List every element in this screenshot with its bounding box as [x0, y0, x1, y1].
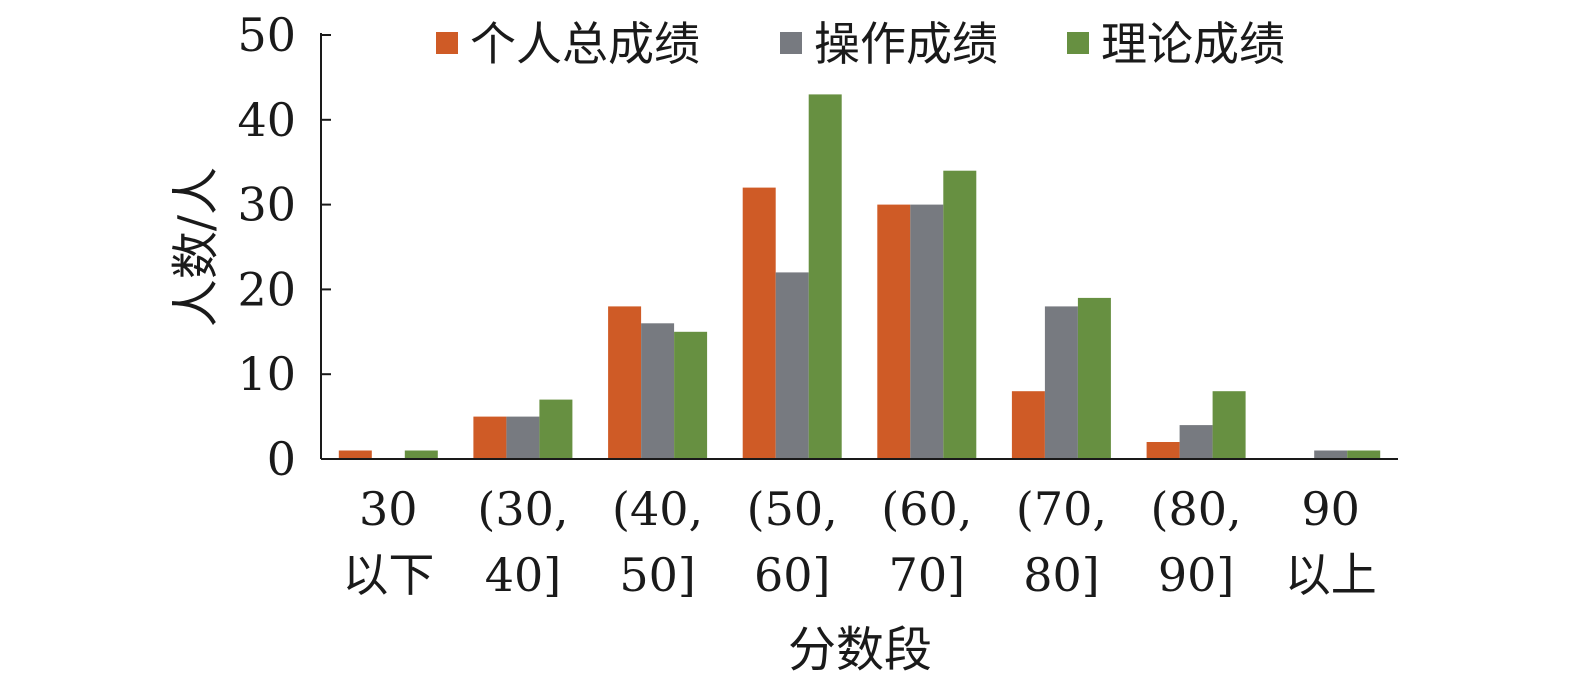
x-tick-label-line2: 40]	[485, 548, 561, 602]
bar-1-4	[742, 187, 776, 459]
x-tick-label-line2: 以下	[342, 548, 434, 602]
bar-2-6	[1044, 306, 1078, 459]
x-tick-label-line1: (50,	[747, 482, 838, 536]
legend-label-3: 理论成绩	[1101, 17, 1285, 71]
bar-1-5	[877, 204, 911, 459]
x-tick-label-line1: (30,	[477, 482, 568, 536]
bar-3-2	[539, 399, 573, 459]
bar-3-4	[808, 94, 842, 460]
bar-1-3	[608, 306, 642, 459]
legend-swatch-2	[780, 32, 802, 54]
x-tick-label-line2: 50]	[619, 548, 695, 602]
bar-2-5	[910, 204, 944, 459]
y-tick-label: 0	[267, 432, 296, 486]
x-axis-label: 分数段	[788, 622, 932, 678]
x-tick-label-line1: (70,	[1016, 482, 1107, 536]
bar-2-3	[641, 323, 675, 459]
x-tick-label-line1: 30	[359, 482, 418, 536]
bar-3-8	[1347, 450, 1381, 459]
y-axis-label: 人数/人	[168, 167, 224, 327]
legend-label-1: 个人总成绩	[470, 17, 700, 71]
legend-label-2: 操作成绩	[814, 17, 998, 71]
axes-group: 0 10 20 30 40 50 30 以下 (30, 40] (40, 50] (50, 60] (60,…	[237, 8, 1398, 602]
x-tick-label-line2: 70]	[889, 548, 965, 602]
bar-1-2	[473, 416, 507, 459]
bars-group	[338, 94, 1381, 460]
x-tick-label-line2: 以上	[1285, 548, 1377, 602]
y-tick-label: 50	[237, 8, 296, 62]
legend: 个人总成绩 操作成绩 理论成绩	[436, 17, 1285, 71]
legend-swatch-3	[1067, 32, 1089, 54]
y-tick-label: 20	[237, 262, 296, 316]
x-tick-label-line1: (60,	[881, 482, 972, 536]
y-tick-label: 40	[237, 93, 296, 147]
x-tick-label-line2: 90]	[1158, 548, 1234, 602]
bar-1-1	[338, 450, 372, 459]
y-tick-label: 10	[237, 347, 296, 401]
x-tick-label-line1: (40,	[612, 482, 703, 536]
bar-2-2	[506, 416, 540, 459]
legend-swatch-1	[436, 32, 458, 54]
x-tick-label-line2: 60]	[754, 548, 830, 602]
bar-2-7	[1179, 425, 1213, 459]
x-tick-label-line1: (80,	[1151, 482, 1242, 536]
y-tick-label: 30	[237, 178, 296, 232]
bar-3-7	[1212, 391, 1246, 459]
bar-1-6	[1011, 391, 1045, 459]
bar-3-6	[1077, 297, 1111, 459]
bar-2-8	[1314, 450, 1348, 459]
bar-2-4	[775, 272, 809, 459]
bar-3-5	[943, 170, 977, 459]
bar-3-3	[674, 331, 708, 459]
x-tick-label-line1: 90	[1301, 482, 1360, 536]
x-tick-label-line2: 80]	[1023, 548, 1099, 602]
bar-1-7	[1146, 442, 1180, 459]
bar-3-1	[404, 450, 438, 459]
